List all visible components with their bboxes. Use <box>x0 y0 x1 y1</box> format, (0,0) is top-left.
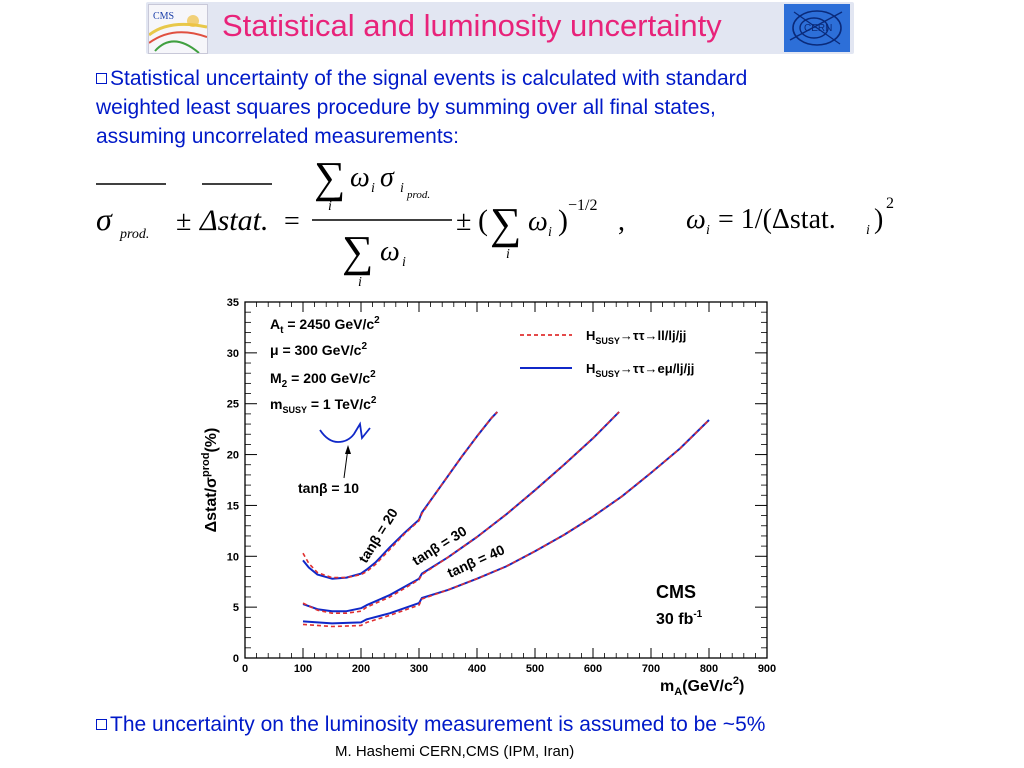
cms-label: CMS <box>656 582 696 602</box>
sigma-numerator: σ <box>380 162 395 193</box>
footer-credit: M. Hashemi CERN,CMS (IPM, Iran) <box>335 743 575 760</box>
omega-denominator: ω <box>380 236 400 267</box>
svg-text:i: i <box>548 225 552 240</box>
plusminus-1: ± <box>176 206 191 237</box>
x-tick-label: 300 <box>410 663 428 675</box>
svg-text:i: i <box>706 223 710 238</box>
statistical-uncertainty-bullet: Statistical uncertainty of the signal ev… <box>96 64 926 151</box>
series-line-2 <box>302 411 620 613</box>
series-line-1 <box>302 411 498 579</box>
series-line-5 <box>302 419 710 628</box>
svg-text:prod.: prod. <box>406 189 430 201</box>
y-tick-label: 0 <box>233 653 239 665</box>
x-tick-label: 600 <box>584 663 602 675</box>
svg-text:CMS: CMS <box>153 11 174 22</box>
svg-text:i: i <box>371 181 375 196</box>
x-tick-label: 800 <box>700 663 718 675</box>
omega-definition: ω <box>686 204 706 235</box>
slide-title: Statistical and luminosity uncertainty <box>222 8 722 43</box>
svg-text:i: i <box>866 223 870 238</box>
series-line-3 <box>302 411 620 614</box>
y-tick-label: 30 <box>227 348 239 360</box>
legend-entry-2: HSUSY→ττ→eμ/lj/jj <box>586 361 694 379</box>
bullet1-line3: assuming uncorrelated measurements: <box>96 125 460 148</box>
svg-text:i: i <box>400 181 404 196</box>
sum-numerator-index: i <box>328 199 332 214</box>
svg-text:2: 2 <box>886 195 894 212</box>
bullet2-text: The uncertainty on the luminosity measur… <box>110 713 766 736</box>
y-tick-label: 10 <box>227 551 239 563</box>
lhs-sigma-subscript: prod. <box>119 227 149 242</box>
delta-stat: Δstat. <box>199 204 268 237</box>
param-m2: M2 = 200 GeV/c2 <box>270 369 376 390</box>
x-tick-label: 900 <box>758 663 776 675</box>
cern-logo: CERN <box>784 4 850 52</box>
legend-entry-1: HSUSY→ττ→ll/lj/jj <box>586 328 686 346</box>
x-tick-label: 0 <box>242 663 248 675</box>
x-tick-label: 200 <box>352 663 370 675</box>
luminosity-label: 30 fb-1 <box>656 609 703 628</box>
x-axis-label: mA(GeV/c2) <box>660 675 744 698</box>
svg-text:): ) <box>558 204 568 237</box>
bullet-box-icon <box>96 73 107 84</box>
svg-text:): ) <box>874 204 883 235</box>
curves <box>302 411 710 628</box>
x-tick-label: 100 <box>294 663 312 675</box>
omega-numerator: ω <box>350 162 370 193</box>
cms-logo: CMS <box>148 4 208 54</box>
param-at: At = 2450 GeV/c2 <box>270 315 380 336</box>
title-banner <box>146 2 854 54</box>
y-tick-label: 35 <box>227 297 239 309</box>
svg-text:i: i <box>358 275 362 290</box>
y-axis-label: Δstat/σprod(%) <box>200 428 220 533</box>
lhs-sigma: σ <box>96 201 113 237</box>
x-tick-label: 500 <box>526 663 544 675</box>
y-tick-label: 5 <box>233 602 239 614</box>
y-tick-label: 25 <box>227 399 239 411</box>
bullet1-line1: Statistical uncertainty of the signal ev… <box>110 67 748 90</box>
exponent: −1/2 <box>568 197 597 214</box>
stat-uncertainty-plot: 0 100 200 300 400 500 600 700 800 900 0 5 10 15 20 25 30… <box>200 297 776 698</box>
param-mu: μ = 300 GeV/c2 <box>270 341 367 358</box>
tanb10-curve-fragment <box>319 421 371 443</box>
x-tick-label: 400 <box>468 663 486 675</box>
equals-sign: = <box>284 206 300 237</box>
plot-frame <box>244 301 768 659</box>
sum-second: ∑ <box>490 199 521 248</box>
plusminus-2: ± <box>456 206 471 237</box>
svg-text:ω: ω <box>528 206 548 237</box>
sum-numerator: ∑ <box>314 153 345 202</box>
bullet-box-icon <box>96 719 107 730</box>
tanb10-label: tanβ = 10 <box>298 480 359 496</box>
svg-text:CERN: CERN <box>804 23 832 34</box>
axis-ticks: 0 100 200 300 400 500 600 700 800 900 0 5 10 15 20 25 30… <box>227 297 776 675</box>
svg-text:,: , <box>618 206 625 237</box>
y-tick-label: 15 <box>227 500 239 512</box>
sum-denominator: ∑ <box>342 227 373 276</box>
svg-text:i: i <box>506 247 510 262</box>
weight-definition: = 1/(Δstat. <box>718 204 836 235</box>
svg-text:(: ( <box>478 204 488 237</box>
weighted-average-formula: σ prod. ± Δstat. = ∑ i ω i σ i prod. ∑ i… <box>96 153 894 290</box>
luminosity-bullet: The uncertainty on the luminosity measur… <box>96 710 765 739</box>
svg-text:i: i <box>402 255 406 270</box>
x-tick-label: 700 <box>642 663 660 675</box>
y-tick-label: 20 <box>227 450 239 462</box>
param-msusy: mSUSY = 1 TeV/c2 <box>270 395 377 415</box>
bullet1-line2: weighted least squares procedure by summ… <box>96 96 716 119</box>
